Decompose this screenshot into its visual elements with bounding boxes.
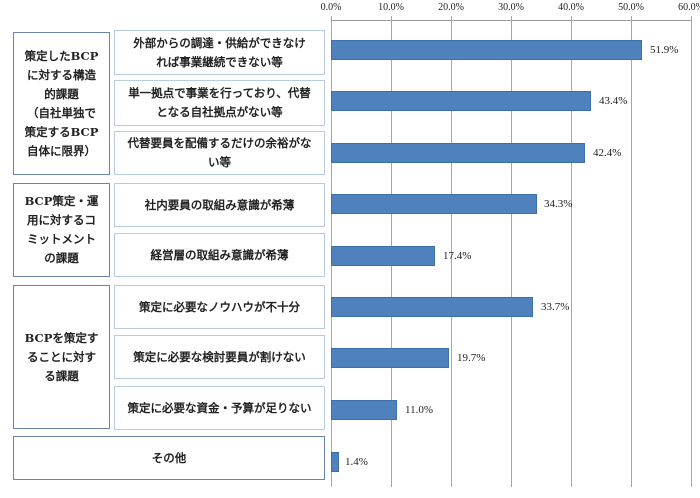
value-label: 34.3% xyxy=(544,198,573,210)
value-label: 11.0% xyxy=(405,404,434,416)
gridline xyxy=(451,16,452,487)
group-label-structural: 策定したBCP に対する構造 的課題 （自社単独で 策定するBCP 自体に限界） xyxy=(13,32,110,175)
bar xyxy=(331,143,585,163)
x-tick-label: 40.0% xyxy=(558,2,584,13)
value-label: 43.4% xyxy=(599,95,628,107)
x-tick-label: 60.0% xyxy=(678,2,700,13)
bar xyxy=(331,246,435,266)
category-label: 策定に必要なノウハウが不十分 xyxy=(114,285,325,329)
value-label: 51.9% xyxy=(650,44,679,56)
x-tick-label: 30.0% xyxy=(498,2,524,13)
group-label-commitment: BCP策定・運 用に対するコ ミットメント の課題 xyxy=(13,183,110,277)
bar xyxy=(331,91,591,111)
bar xyxy=(331,40,642,60)
gridline xyxy=(511,16,512,487)
category-label: 外部からの調達・供給ができなけ れば事業継続できない等 xyxy=(114,30,325,75)
x-tick-label: 20.0% xyxy=(438,2,464,13)
category-label: 社内要員の取組み意識が希薄 xyxy=(114,183,325,227)
x-tick-label: 10.0% xyxy=(378,2,404,13)
category-label-other: その他 xyxy=(13,436,325,480)
x-tick-label: 0.0% xyxy=(320,2,342,13)
value-label: 42.4% xyxy=(593,147,622,159)
category-label: 代替要員を配備するだけの余裕がな い等 xyxy=(114,131,325,175)
bar xyxy=(331,297,533,317)
value-label: 17.4% xyxy=(443,250,472,262)
bar xyxy=(331,348,449,368)
category-label: 経営層の取組み意識が希薄 xyxy=(114,233,325,277)
gridline xyxy=(691,16,692,487)
gridline xyxy=(571,16,572,487)
gridline xyxy=(631,16,632,487)
value-label: 33.7% xyxy=(541,301,570,313)
bar xyxy=(331,194,537,214)
value-label: 1.4% xyxy=(345,456,368,468)
group-label-formulation: BCPを策定す ることに対す る課題 xyxy=(13,285,110,429)
category-label: 策定に必要な検討要員が割けない xyxy=(114,335,325,379)
x-tick-label: 50.0% xyxy=(618,2,644,13)
category-label: 策定に必要な資金・予算が足りない xyxy=(114,386,325,430)
value-label: 19.7% xyxy=(457,352,486,364)
category-label: 単一拠点で事業を行っており、代替 となる自社拠点がない等 xyxy=(114,80,325,126)
bar xyxy=(331,452,339,472)
bar xyxy=(331,400,397,420)
